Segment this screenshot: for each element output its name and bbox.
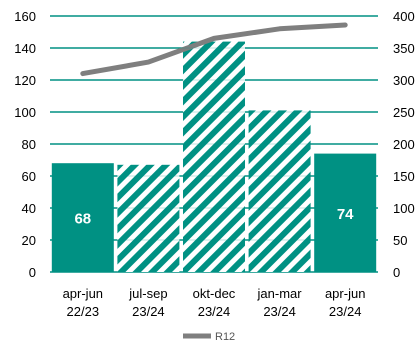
category-label: apr-jun <box>325 286 365 301</box>
category-label: 23/24 <box>132 304 165 319</box>
right-tick-label: 200 <box>393 137 415 152</box>
r12-line-layer <box>80 22 348 77</box>
category-label: 23/24 <box>329 304 362 319</box>
category-label: apr-jun <box>63 286 103 301</box>
legend-label-r12: R12 <box>215 331 235 342</box>
category-label: jan-mar <box>257 286 303 301</box>
bar <box>117 164 180 272</box>
axes: 0 20 40 60 80 100 120 140 160 0 50 100 150 200 250 300 3… <box>14 9 414 319</box>
right-tick-label: 100 <box>393 201 415 216</box>
left-tick-label: 40 <box>22 201 36 216</box>
left-tick-label: 140 <box>14 41 36 56</box>
legend: R12 <box>183 331 235 343</box>
right-tick-label: 0 <box>393 265 400 280</box>
left-tick-label: 0 <box>29 265 36 280</box>
left-tick-label: 120 <box>14 73 36 88</box>
category-label: jul-sep <box>128 286 167 301</box>
bar <box>51 163 114 272</box>
category-label: okt-dec <box>193 286 236 301</box>
r12-line <box>80 22 348 77</box>
bars <box>51 41 377 273</box>
category-label: 23/24 <box>263 304 296 319</box>
category-label: 22/23 <box>67 304 100 319</box>
bar-data-label: 68 <box>74 211 91 228</box>
bar <box>183 41 245 272</box>
right-tick-label: 300 <box>393 73 415 88</box>
left-tick-label: 60 <box>22 169 36 184</box>
left-tick-label: 160 <box>14 9 36 24</box>
data-labels: 68 74 <box>50 15 378 241</box>
bar <box>314 153 377 272</box>
category-label: 23/24 <box>198 304 231 319</box>
left-tick-label: 80 <box>22 137 36 152</box>
right-tick-label: 350 <box>393 41 415 56</box>
bar <box>248 110 311 273</box>
bar-data-label: 74 <box>337 206 354 223</box>
right-tick-label: 50 <box>393 233 407 248</box>
right-tick-label: 400 <box>393 9 415 24</box>
right-tick-label: 150 <box>393 169 415 184</box>
right-tick-label: 250 <box>393 105 415 120</box>
left-tick-label: 20 <box>22 233 36 248</box>
left-tick-label: 100 <box>14 105 36 120</box>
